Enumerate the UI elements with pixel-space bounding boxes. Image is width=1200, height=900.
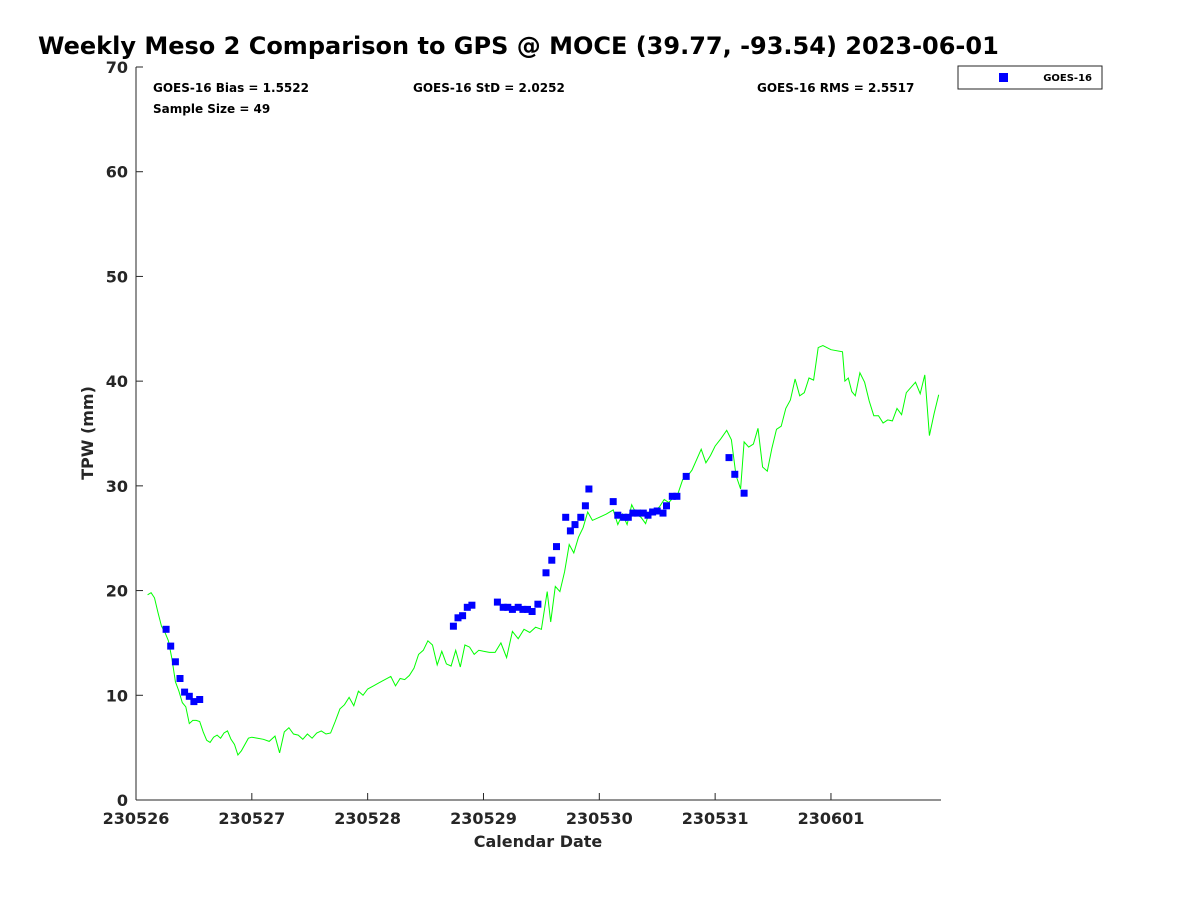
goes-point xyxy=(548,556,556,564)
goes-point xyxy=(190,698,198,706)
goes-point xyxy=(499,603,507,611)
goes-point xyxy=(508,605,516,613)
goes-point xyxy=(542,569,550,577)
chart-title: Weekly Meso 2 Comparison to GPS @ MOCE (… xyxy=(38,32,999,60)
gps-series xyxy=(147,344,940,757)
y-tick-label: 40 xyxy=(106,372,128,391)
goes-point xyxy=(528,608,536,615)
legend-label: GOES-16 xyxy=(1043,73,1092,84)
goes-point xyxy=(562,513,570,521)
goes-point xyxy=(463,603,471,611)
goes-point xyxy=(454,614,462,622)
goes-point xyxy=(468,601,476,609)
goes-point xyxy=(644,511,652,519)
goes-point xyxy=(534,600,542,608)
goes-point xyxy=(663,502,670,510)
goes-point xyxy=(581,502,589,510)
goes-point xyxy=(504,603,512,611)
y-tick-label: 10 xyxy=(106,686,128,705)
goes-point xyxy=(634,509,641,517)
goes-point xyxy=(167,642,175,650)
goes-point xyxy=(585,485,593,493)
goes-point xyxy=(620,513,628,521)
x-tick-label: 230531 xyxy=(682,809,749,828)
x-tick-label: 230601 xyxy=(798,809,865,828)
goes-point xyxy=(524,605,531,613)
goes-point xyxy=(566,527,574,535)
y-tick-label: 60 xyxy=(106,163,128,182)
rms-stat: GOES-16 RMS = 2.5517 xyxy=(757,81,914,95)
goes-point xyxy=(649,508,657,516)
goes-point xyxy=(740,489,748,497)
x-tick-label: 230529 xyxy=(450,809,517,828)
goes-point xyxy=(653,507,661,515)
goes-point xyxy=(624,513,632,521)
goes-point xyxy=(176,675,184,682)
x-tick-label: 230527 xyxy=(218,809,285,828)
goes-point xyxy=(171,658,179,666)
std-stat: GOES-16 StD = 2.0252 xyxy=(413,81,565,95)
goes-point xyxy=(162,625,170,633)
x-tick-label: 230526 xyxy=(103,809,170,828)
gps-line xyxy=(147,344,940,757)
y-tick-label: 70 xyxy=(106,58,128,77)
goes-series xyxy=(162,454,748,706)
y-axis-label: TPW (mm) xyxy=(78,386,97,480)
x-tick-label: 230528 xyxy=(334,809,401,828)
goes-point xyxy=(731,470,739,478)
goes-point xyxy=(493,598,501,606)
goes-point xyxy=(196,696,204,703)
goes-point xyxy=(577,513,585,521)
y-tick-label: 50 xyxy=(106,267,128,286)
bias-stat: GOES-16 Bias = 1.5522 xyxy=(153,81,309,95)
goes-point xyxy=(629,509,637,517)
x-ticks: 230526 230527 230528 230529 230530 230531 2306… xyxy=(103,793,865,828)
sample-size-stat: Sample Size = 49 xyxy=(153,102,270,116)
plot-axes xyxy=(135,67,941,801)
goes-point xyxy=(553,543,560,551)
y-tick-label: 20 xyxy=(106,582,128,601)
y-ticks: 0 10 20 30 40 50 60 70 xyxy=(106,58,143,810)
goes-point xyxy=(673,492,681,500)
y-tick-label: 30 xyxy=(106,477,128,496)
legend-box xyxy=(957,65,1103,90)
goes-point xyxy=(682,472,690,480)
goes-point xyxy=(659,509,667,517)
goes-point xyxy=(609,498,617,506)
goes-point xyxy=(571,521,579,529)
goes-point xyxy=(185,692,193,700)
goes-point xyxy=(459,612,467,620)
goes-point xyxy=(181,688,189,696)
goes-point xyxy=(668,492,676,500)
legend: GOES-16 xyxy=(957,65,1103,90)
goes-point xyxy=(449,622,457,630)
goes-point xyxy=(514,603,522,611)
goes-point xyxy=(725,454,733,462)
goes-point xyxy=(639,509,647,517)
goes-point xyxy=(519,605,527,613)
x-tick-label: 230530 xyxy=(566,809,633,828)
x-axis-label: Calendar Date xyxy=(474,832,603,851)
legend-marker xyxy=(999,73,1008,82)
y-tick-label: 0 xyxy=(117,791,128,810)
goes-point xyxy=(614,511,622,519)
